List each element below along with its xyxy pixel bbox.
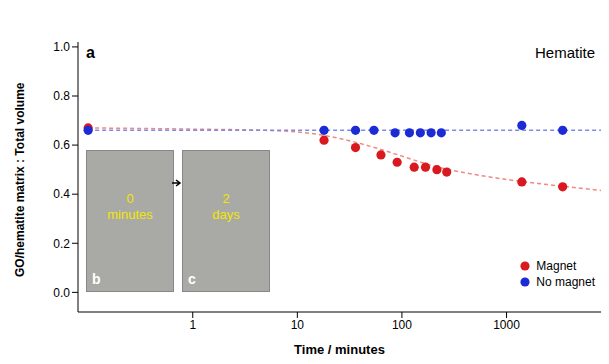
svg-text:100: 100 [392,318,412,332]
svg-text:0.0: 0.0 [53,286,70,300]
svg-text:0.6: 0.6 [53,138,70,152]
svg-text:1000: 1000 [493,318,520,332]
html-text:a: a [86,44,95,61]
html-text:b: b [92,271,101,287]
svg-text:10: 10 [291,318,305,332]
svg-text:Time / minutes: Time / minutes [294,342,385,357]
svg-text:0.2: 0.2 [53,237,70,251]
html-text:No magnet: No magnet [536,275,595,289]
html-text:2: 2 [222,191,230,206]
svg-text:1: 1 [189,318,196,332]
html-text:c: c [188,271,196,287]
html-text:minutes: minutes [107,207,153,222]
svg-text:1.0: 1.0 [53,40,70,54]
html-text:0: 0 [126,191,134,206]
svg-text:0.4: 0.4 [53,187,70,201]
html-text:Magnet: Magnet [536,259,577,273]
svg-text:0.8: 0.8 [53,89,70,103]
svg-text:GO/hematite matrix : Total vol: GO/hematite matrix : Total volume [13,82,27,277]
html-text:days: days [212,207,240,222]
html-text:Hematite: Hematite [535,44,595,61]
